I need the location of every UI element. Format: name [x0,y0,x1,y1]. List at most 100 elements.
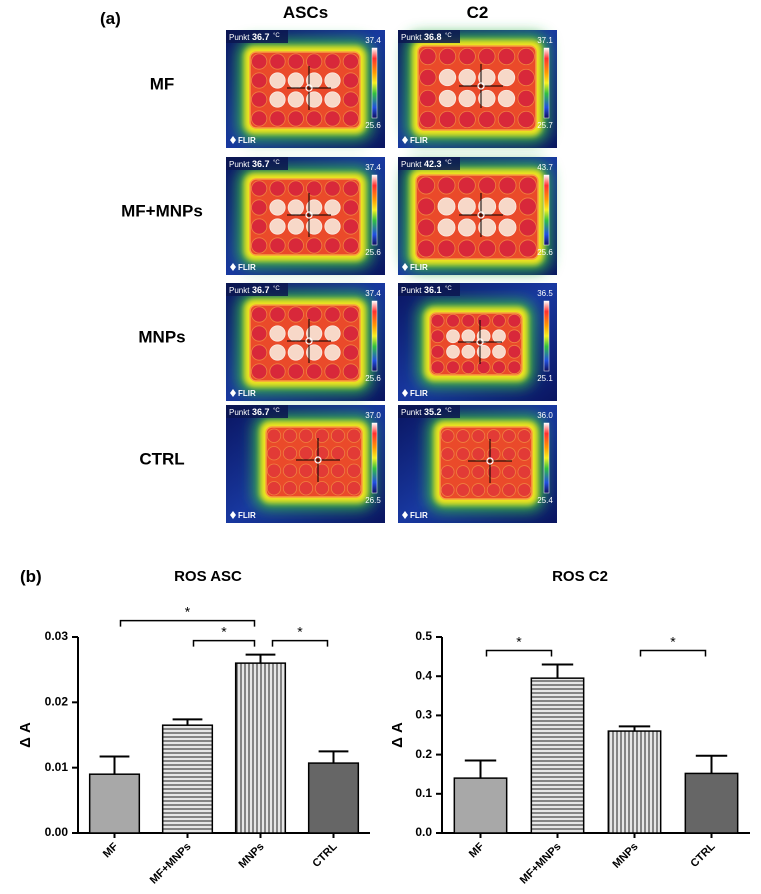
significance-label: * [516,633,522,649]
well [269,199,286,216]
well [342,199,359,216]
well [457,197,476,216]
x-tick-label: MF [467,840,487,860]
plate [439,426,533,500]
scale-max: 37.4 [365,163,381,172]
well [342,237,359,254]
spot-box [398,283,460,296]
spot-unit: °C [445,160,452,166]
well [342,180,359,197]
brand-icon [230,263,236,271]
well [492,344,506,359]
well [476,329,491,344]
thermal-image: Punkt 36.1 °C 36.5 25.1 FLIR [398,283,557,401]
spot-value: 36.8 [424,32,442,42]
well [498,239,517,258]
y-tick-label: 0.03 [45,629,69,643]
brand: FLIR [238,136,256,145]
plate [429,312,523,376]
well [518,218,537,237]
well [306,363,323,380]
well [507,344,522,359]
well [266,463,282,478]
well [417,197,436,216]
well [497,110,516,129]
significance-label: * [185,604,191,620]
well [298,446,314,461]
thermal-image: Punkt 36.7 °C 37.4 25.6 FLIR [226,283,385,401]
spot-box [226,157,288,170]
spot-box [398,405,460,418]
well [471,447,486,461]
well [458,89,476,108]
well [461,313,476,328]
well [251,199,268,216]
row-label: MNPs [138,327,185,346]
well [342,53,359,70]
y-tick-label: 0.5 [415,629,432,643]
well [517,429,532,443]
well [269,91,286,108]
error-bar [172,718,203,726]
significance-bracket [119,619,256,627]
brand-icon [402,136,408,144]
well [342,72,359,89]
spot-unit: °C [273,160,280,166]
thermal-image: Punkt 36.7 °C 37.4 25.6 FLIR [226,30,385,148]
well [437,218,456,237]
error-bar [618,725,651,732]
crosshair-center [305,337,313,345]
well [287,180,304,197]
well [440,429,455,443]
y-tick-label: 0.1 [415,786,432,800]
x-tick-label: MF+MNPs [518,841,564,887]
well [324,72,341,89]
thermal-image: Punkt 36.7 °C 37.0 26.5 FLIR [226,405,385,523]
column-header: C2 [467,3,489,22]
well [342,91,359,108]
well [251,237,268,254]
spot-value: 36.7 [252,407,270,417]
color-bar [543,300,550,372]
well [502,429,516,443]
x-tick-label: CTRL [688,840,717,869]
well [306,237,323,254]
well [458,68,476,87]
thermal-image: Punkt 36.8 °C 37.1 25.7 FLIR [398,30,557,148]
well [457,218,476,237]
color-bar [371,174,378,246]
well [517,110,535,129]
spot-unit: °C [445,408,452,414]
well [507,329,522,344]
well [517,447,532,461]
bar [307,762,360,834]
well [417,176,436,195]
well [287,53,304,70]
bar [530,677,585,834]
well [446,313,460,328]
well [517,89,535,108]
scale-min: 25.4 [537,496,553,505]
color-bar [543,422,550,494]
well [342,110,359,127]
brand: FLIR [410,511,428,520]
crosshair-center [476,338,484,346]
well [430,344,445,359]
well [269,237,286,254]
brand-icon [402,263,408,271]
well [440,483,455,497]
well [419,47,437,66]
plate [249,304,361,382]
well [251,180,268,197]
color-bar [543,47,550,119]
spot-unit: °C [445,33,452,39]
well [251,218,268,235]
well [486,483,501,497]
spot-value: 36.7 [252,159,270,169]
well [478,47,496,66]
well [438,89,457,108]
well [287,237,304,254]
well [251,110,268,127]
well [251,363,268,380]
y-tick-label: 0.0 [415,825,432,839]
